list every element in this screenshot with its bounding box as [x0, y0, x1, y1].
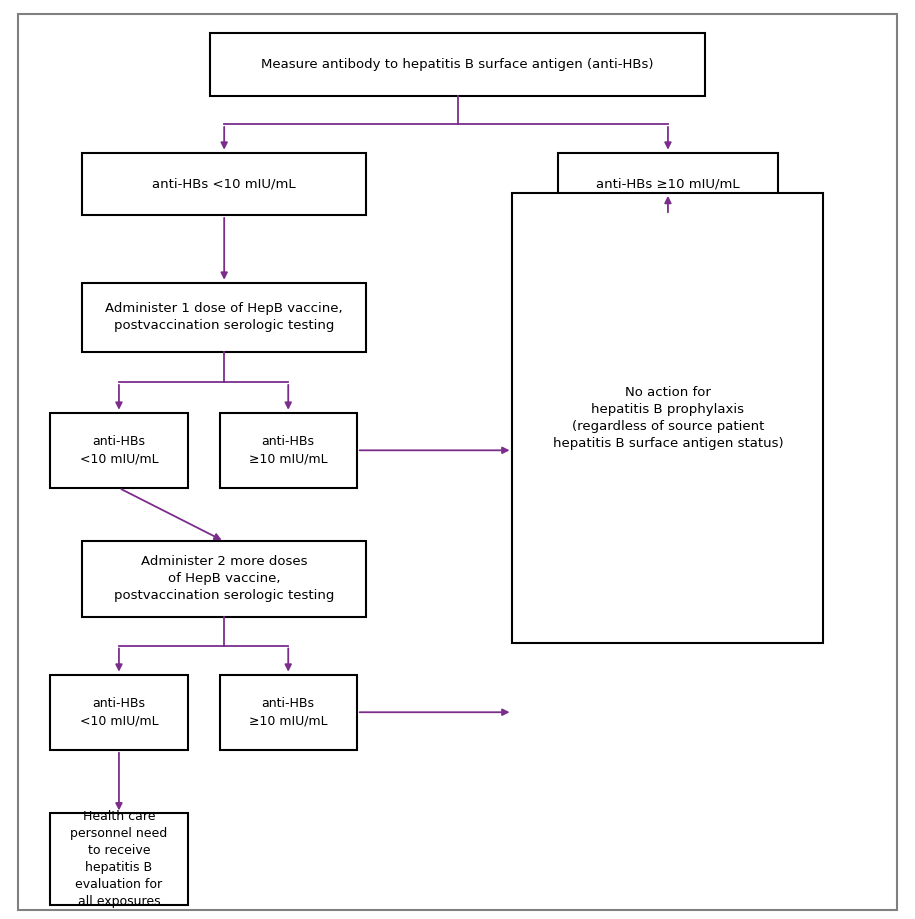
Text: No action for
hepatitis B prophylaxis
(regardless of source patient
hepatitis B : No action for hepatitis B prophylaxis (r…: [553, 386, 783, 450]
Text: anti-HBs <10 mIU/mL: anti-HBs <10 mIU/mL: [153, 177, 296, 190]
Text: anti-HBs
<10 mIU/mL: anti-HBs <10 mIU/mL: [80, 698, 158, 727]
FancyBboxPatch shape: [82, 541, 366, 617]
Text: anti-HBs
<10 mIU/mL: anti-HBs <10 mIU/mL: [80, 436, 158, 465]
FancyBboxPatch shape: [50, 413, 188, 488]
Text: anti-HBs
≥10 mIU/mL: anti-HBs ≥10 mIU/mL: [249, 436, 328, 465]
FancyBboxPatch shape: [220, 675, 357, 750]
Text: Measure antibody to hepatitis B surface antigen (anti-HBs): Measure antibody to hepatitis B surface …: [262, 58, 653, 71]
FancyBboxPatch shape: [50, 813, 188, 905]
FancyBboxPatch shape: [50, 675, 188, 750]
FancyBboxPatch shape: [220, 413, 357, 488]
Text: Administer 2 more doses
of HepB vaccine,
postvaccination serologic testing: Administer 2 more doses of HepB vaccine,…: [114, 555, 334, 603]
FancyBboxPatch shape: [512, 193, 824, 643]
Text: Health care
personnel need
to receive
hepatitis B
evaluation for
all exposures: Health care personnel need to receive he…: [70, 811, 167, 908]
FancyBboxPatch shape: [82, 153, 366, 215]
FancyBboxPatch shape: [210, 33, 705, 96]
Text: anti-HBs
≥10 mIU/mL: anti-HBs ≥10 mIU/mL: [249, 698, 328, 727]
Text: anti-HBs ≥10 mIU/mL: anti-HBs ≥10 mIU/mL: [597, 177, 739, 190]
FancyBboxPatch shape: [558, 153, 778, 215]
Text: Administer 1 dose of HepB vaccine,
postvaccination serologic testing: Administer 1 dose of HepB vaccine, postv…: [105, 302, 343, 332]
FancyBboxPatch shape: [82, 283, 366, 351]
